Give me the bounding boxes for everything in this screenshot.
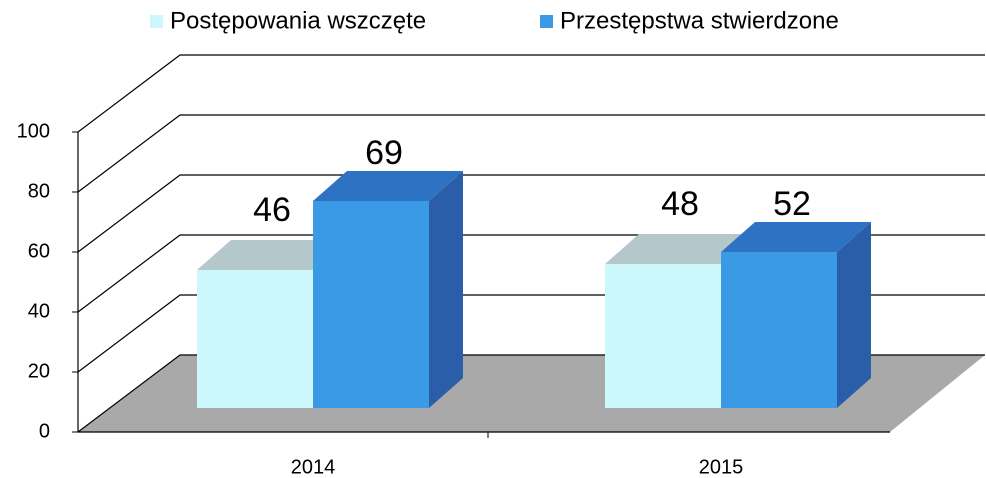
legend-swatch bbox=[150, 15, 163, 28]
legend-label: Przestępstwa stwierdzone bbox=[560, 7, 839, 34]
data-label: 52 bbox=[773, 185, 811, 223]
bar-top bbox=[605, 234, 755, 264]
bar bbox=[313, 171, 463, 408]
data-label: 48 bbox=[661, 185, 699, 223]
data-label: 69 bbox=[365, 134, 403, 172]
grid-line bbox=[77, 114, 985, 193]
bar-front bbox=[197, 270, 313, 408]
legend-label: Postępowania wszczęte bbox=[170, 7, 426, 34]
bar-top bbox=[313, 171, 463, 201]
x-tick-label: 2015 bbox=[699, 456, 744, 478]
bar bbox=[721, 222, 871, 408]
bar-front bbox=[721, 252, 837, 408]
y-tick-label: 0 bbox=[39, 420, 50, 442]
bar-top bbox=[197, 240, 347, 270]
bar-side bbox=[429, 171, 463, 408]
grid-line bbox=[77, 54, 985, 133]
x-tick-label: 2014 bbox=[291, 456, 336, 478]
bar-front bbox=[605, 264, 721, 408]
legend-swatch bbox=[540, 15, 553, 28]
y-tick-label: 100 bbox=[17, 120, 50, 142]
data-label: 46 bbox=[253, 191, 291, 229]
y-tick-label: 40 bbox=[28, 300, 50, 322]
y-tick-label: 20 bbox=[28, 360, 50, 382]
y-tick-label: 80 bbox=[28, 180, 50, 202]
bar-side bbox=[837, 222, 871, 408]
bar-front bbox=[313, 201, 429, 408]
bar-top bbox=[721, 222, 871, 252]
grid-line bbox=[77, 174, 985, 253]
y-tick-label: 60 bbox=[28, 240, 50, 262]
